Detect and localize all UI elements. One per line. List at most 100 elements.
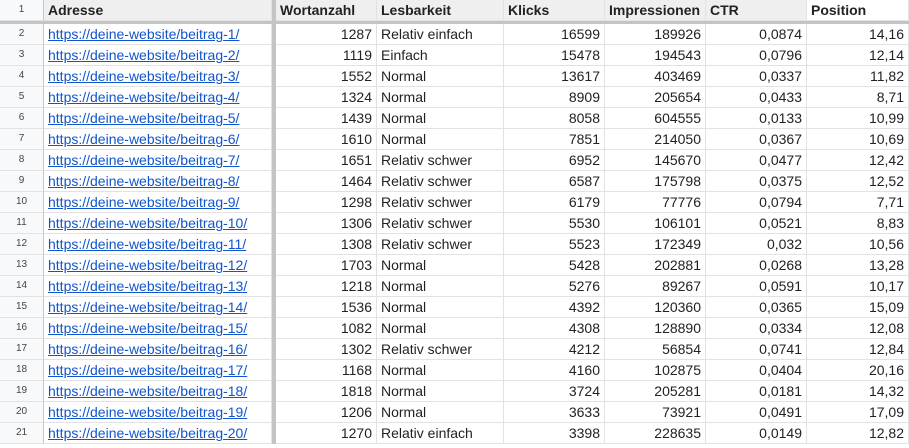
cell-lesbarkeit[interactable]: Relativ schwer (377, 234, 504, 255)
cell-ctr[interactable]: 0,0133 (706, 108, 807, 129)
cell-klicks[interactable]: 7851 (504, 129, 605, 150)
cell-impressionen[interactable]: 89267 (605, 276, 706, 297)
cell-position[interactable]: 12,84 (807, 339, 909, 360)
cell-adresse[interactable]: https://deine-website/beitrag-11/ (44, 234, 272, 255)
cell-lesbarkeit[interactable]: Relativ einfach (377, 24, 504, 45)
row-number[interactable]: 18 (0, 360, 44, 381)
cell-ctr[interactable]: 0,0404 (706, 360, 807, 381)
cell-position[interactable]: 10,56 (807, 234, 909, 255)
cell-wortanzahl[interactable]: 1306 (276, 213, 377, 234)
cell-wortanzahl[interactable]: 1218 (276, 276, 377, 297)
row-number[interactable]: 5 (0, 87, 44, 108)
cell-wortanzahl[interactable]: 1536 (276, 297, 377, 318)
row-number[interactable]: 12 (0, 234, 44, 255)
cell-impressionen[interactable]: 194543 (605, 45, 706, 66)
cell-wortanzahl[interactable]: 1703 (276, 255, 377, 276)
header-wortanzahl[interactable]: Wortanzahl (276, 0, 377, 21)
cell-klicks[interactable]: 4212 (504, 339, 605, 360)
url-link[interactable]: https://deine-website/beitrag-14/ (48, 299, 248, 315)
cell-impressionen[interactable]: 205281 (605, 381, 706, 402)
freeze-column-divider[interactable] (272, 381, 276, 402)
freeze-column-divider[interactable] (272, 66, 276, 87)
cell-impressionen[interactable]: 73921 (605, 402, 706, 423)
row-number[interactable]: 6 (0, 108, 44, 129)
cell-ctr[interactable]: 0,0477 (706, 150, 807, 171)
url-link[interactable]: https://deine-website/beitrag-18/ (48, 383, 248, 399)
cell-impressionen[interactable]: 189926 (605, 24, 706, 45)
cell-lesbarkeit[interactable]: Normal (377, 87, 504, 108)
row-number[interactable]: 19 (0, 381, 44, 402)
row-number[interactable]: 21 (0, 423, 44, 444)
cell-wortanzahl[interactable]: 1464 (276, 171, 377, 192)
cell-klicks[interactable]: 6179 (504, 192, 605, 213)
cell-position[interactable]: 12,42 (807, 150, 909, 171)
row-number[interactable]: 10 (0, 192, 44, 213)
cell-klicks[interactable]: 5523 (504, 234, 605, 255)
cell-ctr[interactable]: 0,0367 (706, 129, 807, 150)
cell-klicks[interactable]: 15478 (504, 45, 605, 66)
cell-lesbarkeit[interactable]: Normal (377, 108, 504, 129)
cell-adresse[interactable]: https://deine-website/beitrag-7/ (44, 150, 272, 171)
row-number[interactable]: 13 (0, 255, 44, 276)
cell-lesbarkeit[interactable]: Normal (377, 402, 504, 423)
cell-position[interactable]: 14,32 (807, 381, 909, 402)
url-link[interactable]: https://deine-website/beitrag-11/ (48, 236, 247, 252)
freeze-column-divider[interactable] (272, 255, 276, 276)
cell-klicks[interactable]: 5428 (504, 255, 605, 276)
cell-klicks[interactable]: 4308 (504, 318, 605, 339)
url-link[interactable]: https://deine-website/beitrag-3/ (48, 68, 240, 84)
cell-lesbarkeit[interactable]: Einfach (377, 45, 504, 66)
cell-wortanzahl[interactable]: 1287 (276, 24, 377, 45)
url-link[interactable]: https://deine-website/beitrag-6/ (48, 131, 240, 147)
cell-adresse[interactable]: https://deine-website/beitrag-10/ (44, 213, 272, 234)
url-link[interactable]: https://deine-website/beitrag-8/ (48, 173, 240, 189)
cell-lesbarkeit[interactable]: Relativ schwer (377, 192, 504, 213)
cell-klicks[interactable]: 6952 (504, 150, 605, 171)
cell-lesbarkeit[interactable]: Normal (377, 276, 504, 297)
freeze-column-divider[interactable] (272, 276, 276, 297)
cell-adresse[interactable]: https://deine-website/beitrag-1/ (44, 24, 272, 45)
freeze-column-divider[interactable] (272, 87, 276, 108)
url-link[interactable]: https://deine-website/beitrag-2/ (48, 47, 240, 63)
cell-lesbarkeit[interactable]: Relativ einfach (377, 423, 504, 444)
cell-ctr[interactable]: 0,0491 (706, 402, 807, 423)
cell-klicks[interactable]: 13617 (504, 66, 605, 87)
cell-position[interactable]: 11,82 (807, 66, 909, 87)
cell-position[interactable]: 17,09 (807, 402, 909, 423)
cell-klicks[interactable]: 6587 (504, 171, 605, 192)
cell-adresse[interactable]: https://deine-website/beitrag-5/ (44, 108, 272, 129)
freeze-column-divider[interactable] (272, 45, 276, 66)
cell-adresse[interactable]: https://deine-website/beitrag-19/ (44, 402, 272, 423)
cell-wortanzahl[interactable]: 1439 (276, 108, 377, 129)
freeze-column-divider[interactable] (272, 402, 276, 423)
cell-position[interactable]: 14,16 (807, 24, 909, 45)
header-adresse[interactable]: Adresse (44, 0, 272, 21)
cell-impressionen[interactable]: 175798 (605, 171, 706, 192)
cell-impressionen[interactable]: 228635 (605, 423, 706, 444)
freeze-row-divider[interactable] (0, 21, 909, 24)
freeze-column-divider[interactable] (272, 360, 276, 381)
cell-adresse[interactable]: https://deine-website/beitrag-12/ (44, 255, 272, 276)
cell-adresse[interactable]: https://deine-website/beitrag-16/ (44, 339, 272, 360)
cell-impressionen[interactable]: 128890 (605, 318, 706, 339)
cell-adresse[interactable]: https://deine-website/beitrag-8/ (44, 171, 272, 192)
cell-lesbarkeit[interactable]: Relativ schwer (377, 339, 504, 360)
cell-lesbarkeit[interactable]: Relativ schwer (377, 150, 504, 171)
cell-lesbarkeit[interactable]: Normal (377, 129, 504, 150)
cell-position[interactable]: 20,16 (807, 360, 909, 381)
cell-impressionen[interactable]: 202881 (605, 255, 706, 276)
header-impressionen[interactable]: Impressionen (605, 0, 706, 21)
cell-ctr[interactable]: 0,0365 (706, 297, 807, 318)
cell-position[interactable]: 15,09 (807, 297, 909, 318)
header-ctr[interactable]: CTR (706, 0, 807, 21)
freeze-column-divider[interactable] (272, 297, 276, 318)
cell-klicks[interactable]: 8058 (504, 108, 605, 129)
cell-lesbarkeit[interactable]: Relativ schwer (377, 213, 504, 234)
cell-impressionen[interactable]: 604555 (605, 108, 706, 129)
url-link[interactable]: https://deine-website/beitrag-15/ (48, 320, 248, 336)
row-number[interactable]: 14 (0, 276, 44, 297)
row-number[interactable]: 20 (0, 402, 44, 423)
cell-wortanzahl[interactable]: 1270 (276, 423, 377, 444)
cell-adresse[interactable]: https://deine-website/beitrag-15/ (44, 318, 272, 339)
cell-klicks[interactable]: 3724 (504, 381, 605, 402)
